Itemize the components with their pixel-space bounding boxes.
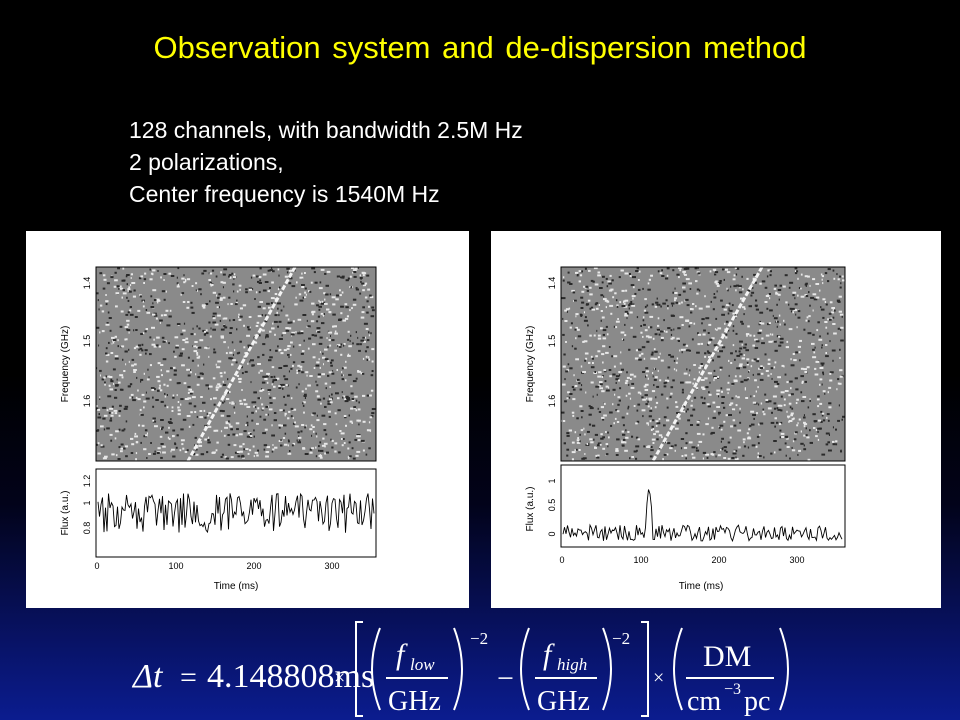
flux-tick: 1.2 xyxy=(82,475,92,488)
flux-tick: 0.5 xyxy=(547,499,557,512)
formula-times: × xyxy=(334,667,345,689)
bullet-polarizations: 2 polarizations, xyxy=(129,149,284,175)
bullet-center-frequency: Center frequency is 1540M Hz xyxy=(129,181,440,207)
formula-unit-ghz: GHz xyxy=(537,686,590,717)
formula-exponent: −2 xyxy=(470,629,488,648)
time-tick: 100 xyxy=(168,561,183,571)
time-tick: 0 xyxy=(94,561,99,571)
formula-exponent: −2 xyxy=(612,629,630,648)
slide-title: Observation system and de-dispersion met… xyxy=(153,30,807,65)
flux-tick: 1 xyxy=(547,478,557,483)
freq-tick: 1.4 xyxy=(547,277,557,290)
freq-tick: 1.5 xyxy=(547,335,557,348)
waterfall-plot xyxy=(561,267,845,461)
left-paren xyxy=(371,627,381,711)
flux-axis-label: Flux (a.u.) xyxy=(60,490,71,535)
right-paren xyxy=(779,627,789,711)
time-tick: 300 xyxy=(789,555,804,565)
frequency-axis-label: Frequency (GHz) xyxy=(525,326,536,403)
freq-tick: 1.4 xyxy=(82,277,92,290)
formula-f-low: f xyxy=(396,638,408,671)
waterfall-noise xyxy=(96,267,376,461)
left-paren xyxy=(673,627,683,711)
freq-tick: 1.5 xyxy=(82,335,92,348)
flux-tick: 1 xyxy=(82,500,92,505)
time-axis-label: Time (ms) xyxy=(679,581,724,592)
dispersed-pulse-track xyxy=(186,266,297,462)
time-tick: 200 xyxy=(246,561,261,571)
bullet-channels: 128 channels, with bandwidth 2.5M Hz xyxy=(129,117,523,143)
figure-dedispersed: 1.4 1.5 1.6 Frequency (GHz) 0 0.5 1 Flux… xyxy=(491,231,941,608)
flux-axis-label: Flux (a.u.) xyxy=(525,486,536,531)
left-square-bracket xyxy=(355,621,363,717)
right-square-bracket xyxy=(641,621,649,717)
time-axis-label: Time (ms) xyxy=(214,581,259,592)
waterfall-plot xyxy=(96,267,376,461)
formula-low-subscript: low xyxy=(410,655,435,674)
formula-pc: pc xyxy=(744,686,770,717)
freq-tick: 1.6 xyxy=(547,395,557,408)
formula-times: × xyxy=(653,667,664,689)
formula-minus: − xyxy=(497,662,514,695)
dispersion-delay-formula: Δt = 4.148808ms × f low GHz −2 − f high … xyxy=(0,612,960,720)
time-tick: 200 xyxy=(711,555,726,565)
formula-f-high: f xyxy=(543,638,555,671)
time-tick: 300 xyxy=(324,561,339,571)
flux-tick: 0 xyxy=(547,531,557,536)
formula-high-subscript: high xyxy=(557,655,587,674)
formula-coefficient: 4.148808ms xyxy=(207,658,374,695)
flux-series xyxy=(97,492,375,534)
left-paren xyxy=(520,627,530,711)
formula-equals: = xyxy=(180,661,197,694)
bullet-list: 128 channels, with bandwidth 2.5M Hz 2 p… xyxy=(129,114,523,210)
formula-unit-ghz: GHz xyxy=(388,686,441,717)
freq-tick: 1.6 xyxy=(82,395,92,408)
frequency-axis-label: Frequency (GHz) xyxy=(60,326,71,403)
right-paren xyxy=(453,627,463,711)
time-tick: 100 xyxy=(633,555,648,565)
figure-dispersed: 1.4 1.5 1.6 Frequency (GHz) 0.8 1 1.2 Fl… xyxy=(26,231,469,608)
right-paren xyxy=(602,627,612,711)
time-tick: 0 xyxy=(559,555,564,565)
formula-dm: DM xyxy=(703,640,751,673)
flux-tick: 0.8 xyxy=(82,522,92,535)
flux-series xyxy=(562,489,843,543)
waterfall-noise xyxy=(561,267,846,461)
formula-cm-exponent: −3 xyxy=(724,681,741,698)
formula-delta-t: Δt xyxy=(131,658,164,695)
formula-cm: cm xyxy=(687,686,721,717)
dispersed-pulse-track xyxy=(651,266,764,462)
